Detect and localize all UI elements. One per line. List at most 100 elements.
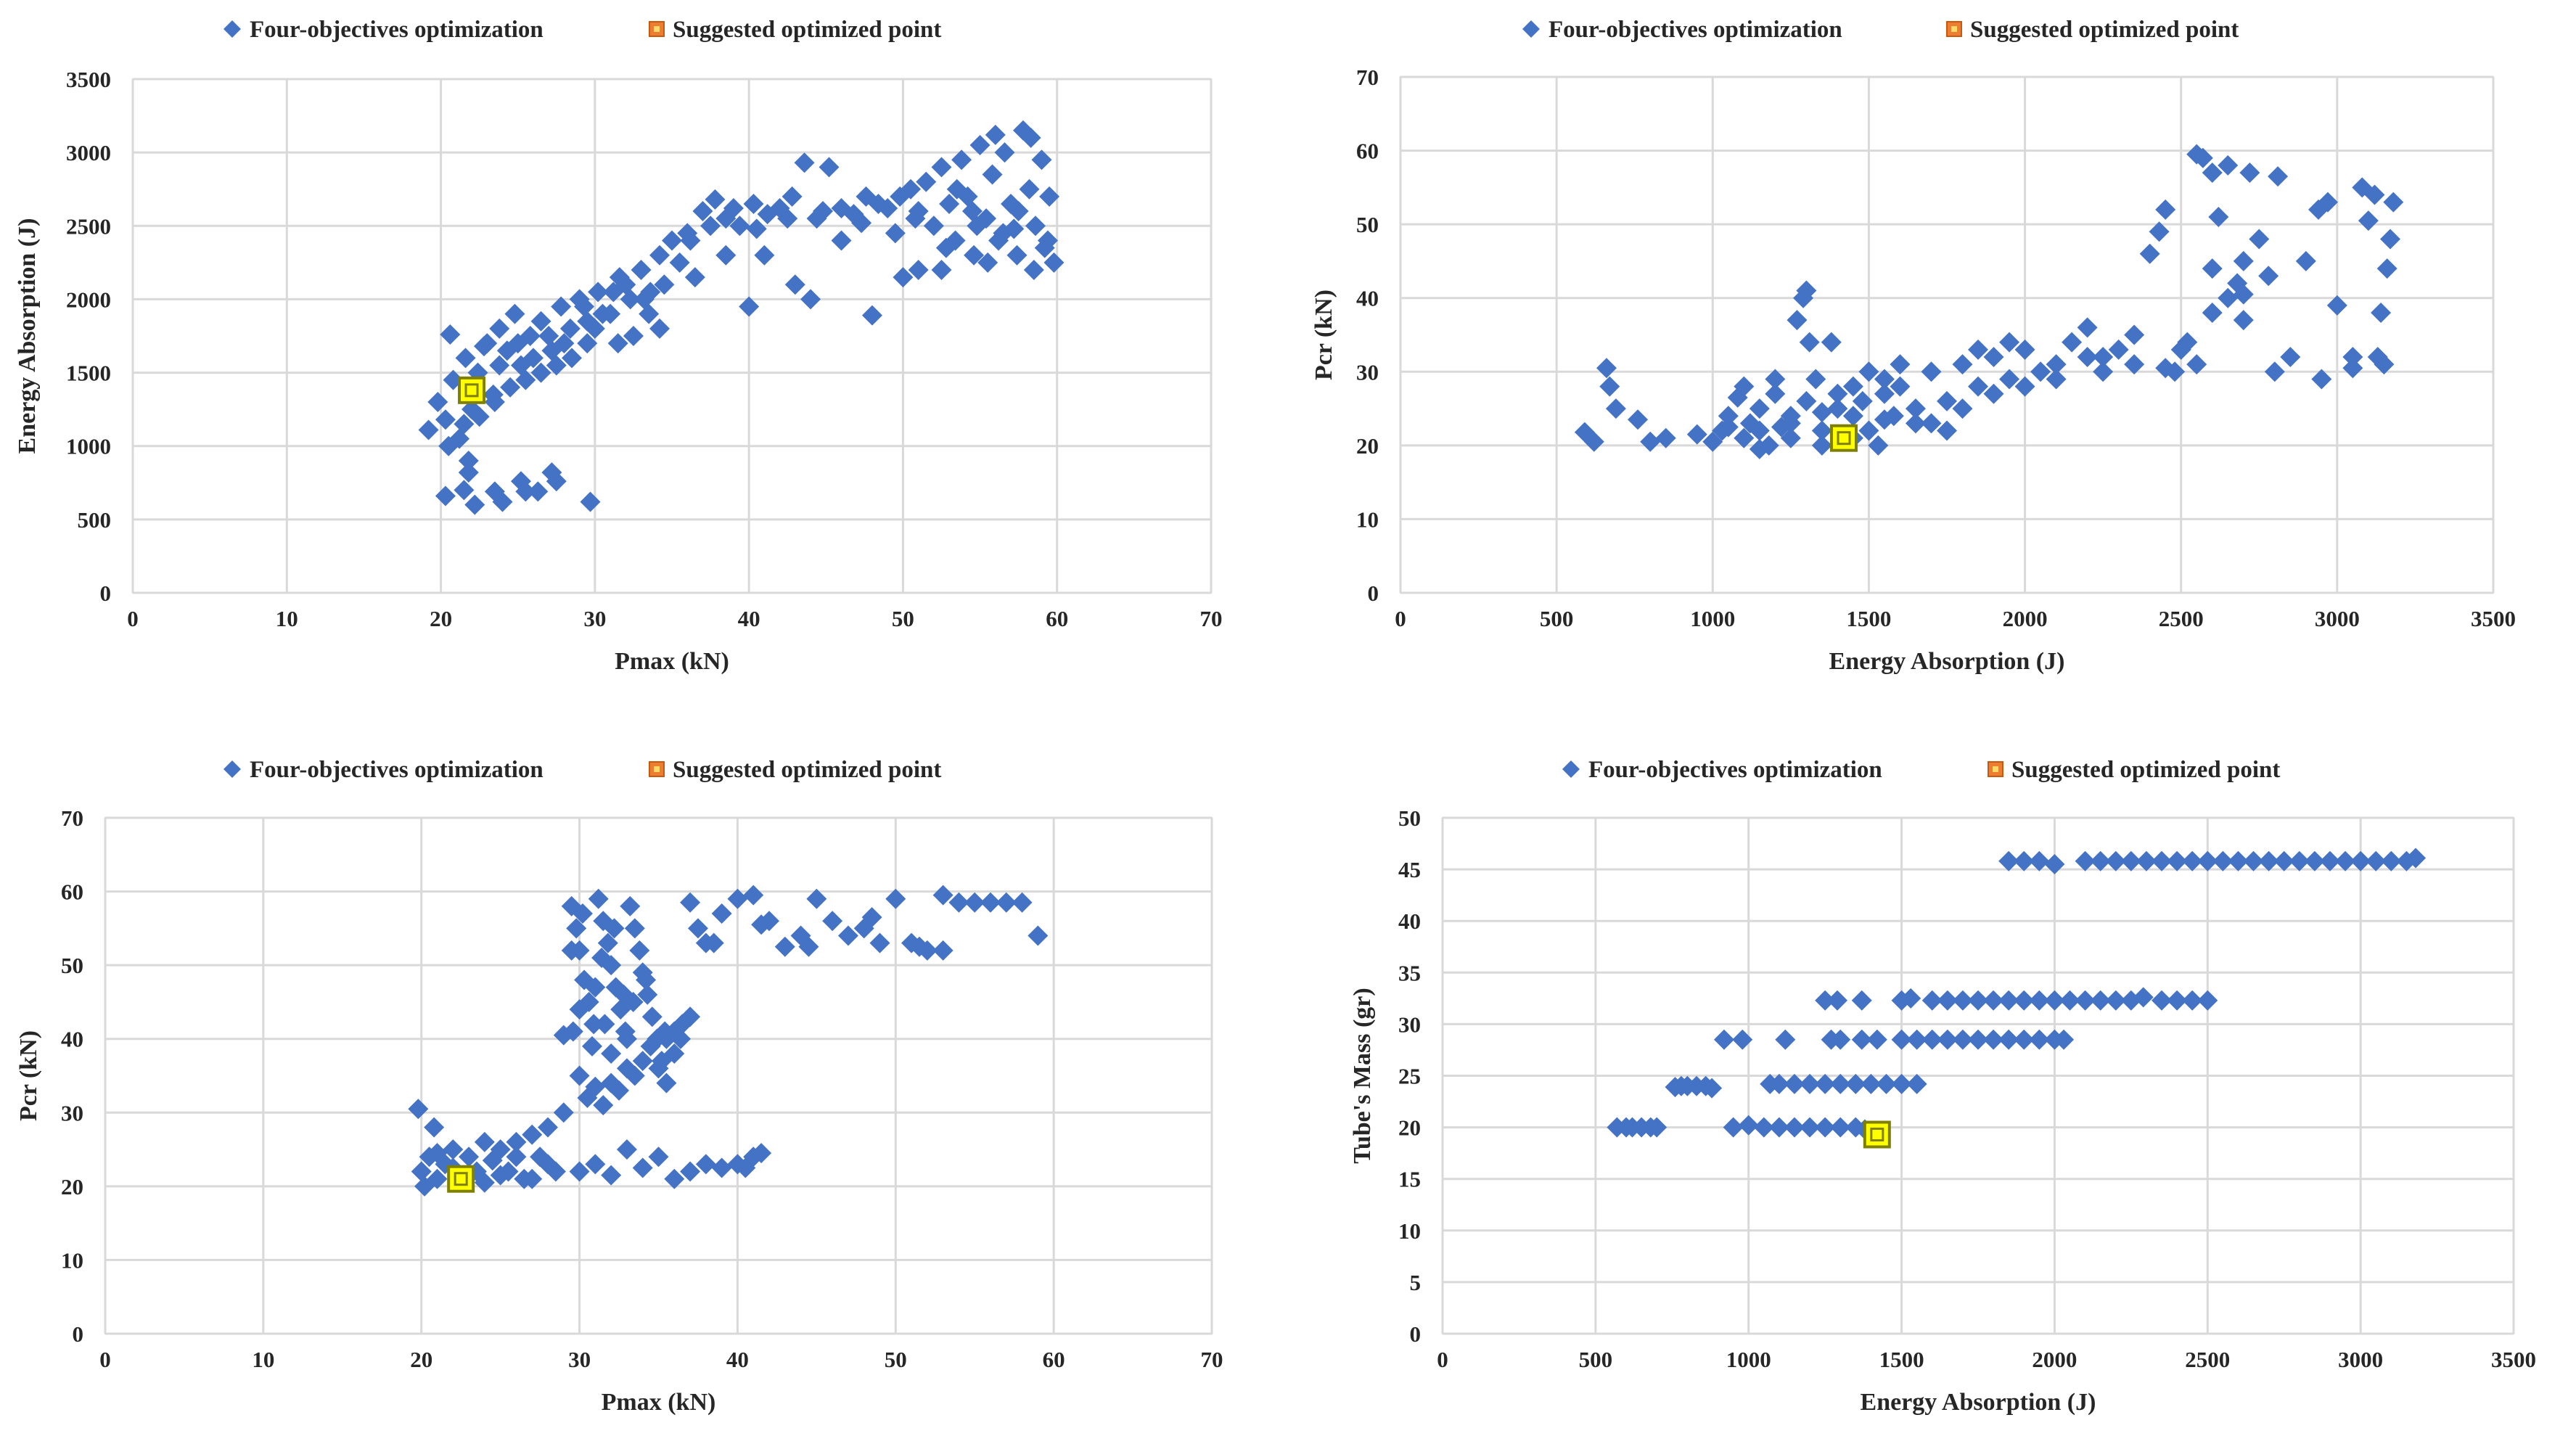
legend: Four-objectives optimization Suggested op… [223,757,941,783]
data-point [705,189,726,210]
data-point [2197,990,2218,1011]
y-tick-label: 10 [1398,1218,1421,1244]
optimized-point-marker [447,1165,475,1193]
data-point [739,296,760,317]
optimized-point-marker [1863,1120,1891,1149]
x-tick-label: 0 [1437,1347,1448,1372]
data-point [1805,369,1826,390]
x-tick-label: 50 [885,1347,907,1372]
data-point [939,193,960,214]
y-tick-label: 50 [1398,805,1421,831]
data-point [2075,990,2096,1011]
legend: Four-objectives optimization Suggested op… [223,17,941,43]
data-point [2367,346,2388,367]
x-tick-label: 20 [410,1347,432,1372]
x-tick-label: 0 [99,1347,111,1372]
data-point [2155,199,2176,220]
x-tick-label: 3500 [2491,1347,2536,1372]
data-point [1749,398,1770,419]
data-point [411,1161,432,1182]
data-point [2258,266,2279,287]
data-point [1890,376,1911,397]
data-point [2364,184,2385,205]
data-point [2124,324,2145,345]
data-point [2108,339,2129,360]
data-point [551,296,572,317]
data-point [782,186,803,207]
data-point [580,491,601,512]
data-point [2014,376,2035,397]
data-point [1027,925,1049,946]
data-point [553,1102,574,1123]
x-tick-label: 2500 [2185,1347,2230,1372]
data-point [727,888,748,909]
x-tick-label: 3000 [2338,1347,2383,1372]
optimized-point-inner [454,1172,468,1186]
legend-series-label: Four-objectives optimization [1549,17,1842,43]
data-point [1952,1029,1973,1050]
data-point [601,1043,622,1064]
data-point [1815,1073,1836,1094]
data-point [2149,221,2170,242]
data-point [664,1168,685,1189]
y-tick-label: 2500 [66,213,111,239]
y-tick-label: 0 [1410,1321,1422,1347]
data-point [2273,850,2294,871]
legend-optimized-label: Suggested optimized point [1970,17,2239,43]
legend-series-label: Four-objectives optimization [1588,757,1882,783]
x-tick-label: 2500 [2159,606,2204,631]
data-point [1023,259,1044,280]
data-point [2342,346,2363,367]
data-point [1784,1073,1805,1094]
y-tick-label: 30 [61,1100,83,1125]
data-point [515,369,536,390]
data-point [1861,1073,1882,1094]
data-point [1768,1117,1789,1138]
data-point [1686,424,1707,445]
y-tick-label: 60 [1356,139,1379,164]
data-point [2054,1029,2075,1050]
data-point [1827,383,1848,404]
data-point [1796,390,1817,411]
data-point [1999,332,2020,353]
y-tick-label: 50 [61,953,83,978]
legend-optimized-marker-inner [654,766,660,772]
data-point [861,305,882,326]
data-point [435,409,456,430]
data-point [2218,155,2239,176]
data-point [624,1065,645,1086]
data-point [569,1065,590,1086]
data-point [837,925,858,946]
legend-series-marker-icon [1522,20,1540,38]
data-point [2077,346,2098,367]
data-point [711,903,732,924]
data-point [506,1146,527,1168]
data-point [774,936,795,957]
data-point [593,1095,614,1116]
data-point [624,918,645,939]
optimized-point-marker [1830,424,1858,452]
data-point [1800,1117,1821,1138]
data-point [1718,417,1739,438]
y-axis-title: Pcr (kN) [15,1030,42,1121]
y-tick-label: 20 [1398,1115,1421,1141]
data-point [980,892,1001,913]
data-point [427,392,448,413]
data-point [813,201,834,222]
data-point [490,1139,511,1160]
legend-series-marker-icon [1562,760,1580,778]
data-point [746,218,767,239]
data-point [1921,990,1943,1011]
data-point [458,450,479,471]
data-point [1983,346,2004,367]
data-point [1734,376,1755,397]
data-point [1998,990,2019,1011]
data-point [1874,383,1895,404]
data-point [1937,1029,1958,1050]
data-point [2044,853,2065,874]
y-tick-label: 40 [1398,908,1421,934]
data-point [1718,406,1739,427]
y-tick-label: 30 [1398,1012,1421,1037]
data-point [474,1131,495,1152]
data-point [743,885,764,906]
